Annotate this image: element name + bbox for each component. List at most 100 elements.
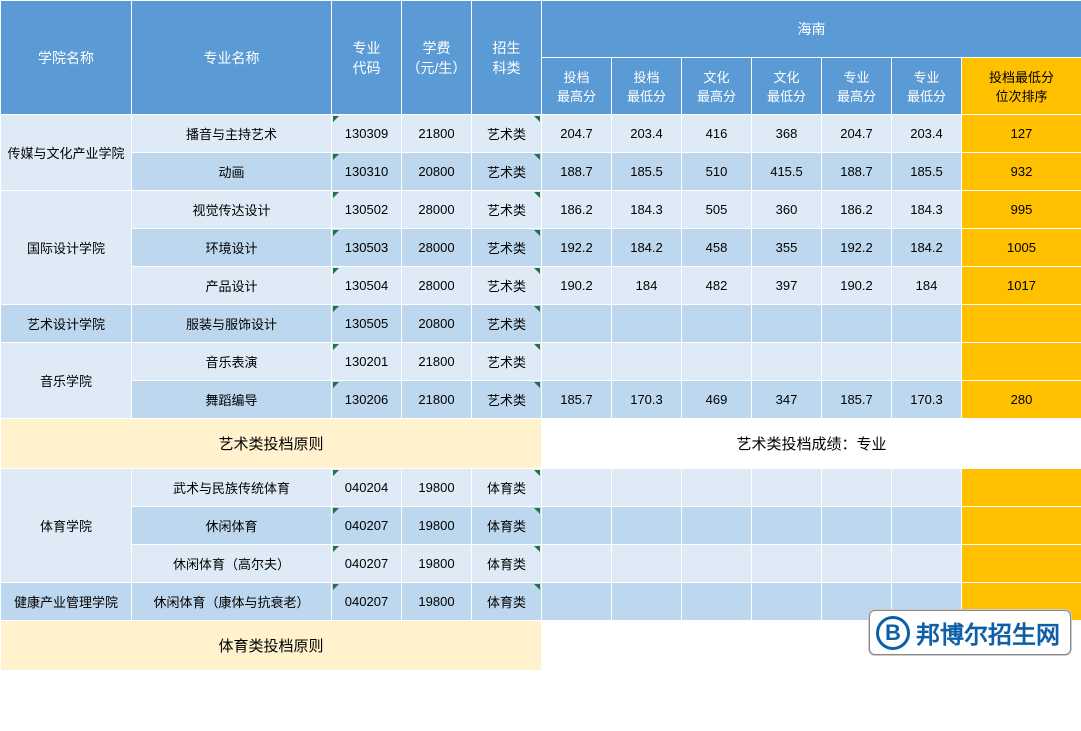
cell-tuition: 21800 xyxy=(402,115,472,153)
section-left: 体育类投档原则 xyxy=(1,621,542,671)
cell-code: 130504 xyxy=(332,267,402,305)
cell-rank: 1017 xyxy=(962,267,1081,305)
cell-code: 130505 xyxy=(332,305,402,343)
cell-tuition: 21800 xyxy=(402,381,472,419)
cell-cul-max: 510 xyxy=(682,153,752,191)
cell-code: 040207 xyxy=(332,583,402,621)
cell-cul-min xyxy=(752,343,822,381)
cell-cul-max xyxy=(682,343,752,381)
col-province-group: 海南 xyxy=(542,1,1081,58)
cell-cul-max: 458 xyxy=(682,229,752,267)
admissions-table: 学院名称 专业名称 专业代码 学费（元/生） 招生科类 海南 投档最高分 投档最… xyxy=(0,0,1081,671)
col-category: 招生科类 xyxy=(472,1,542,115)
cell-rank: 280 xyxy=(962,381,1081,419)
cell-td-max: 190.2 xyxy=(542,267,612,305)
cell-td-max xyxy=(542,469,612,507)
cell-category: 艺术类 xyxy=(472,153,542,191)
cell-pro-max xyxy=(822,343,892,381)
cell-code: 040204 xyxy=(332,469,402,507)
cell-rank xyxy=(962,469,1081,507)
cell-td-max: 188.7 xyxy=(542,153,612,191)
cell-school: 体育学院 xyxy=(1,469,132,583)
cell-td-max: 186.2 xyxy=(542,191,612,229)
cell-cul-min xyxy=(752,305,822,343)
col-code: 专业代码 xyxy=(332,1,402,115)
cell-rank: 932 xyxy=(962,153,1081,191)
cell-code: 130502 xyxy=(332,191,402,229)
cell-td-max: 192.2 xyxy=(542,229,612,267)
cell-school: 国际设计学院 xyxy=(1,191,132,305)
cell-cul-max xyxy=(682,545,752,583)
cell-pro-max: 186.2 xyxy=(822,191,892,229)
table-row: 传媒与文化产业学院播音与主持艺术13030921800艺术类204.7203.4… xyxy=(1,115,1081,153)
cell-td-max xyxy=(542,343,612,381)
cell-category: 艺术类 xyxy=(472,191,542,229)
col-rank: 投档最低分位次排序 xyxy=(962,58,1081,115)
cell-tuition: 19800 xyxy=(402,507,472,545)
col-cul-min: 文化最低分 xyxy=(752,58,822,115)
cell-code: 040207 xyxy=(332,507,402,545)
table-row: 艺术设计学院服装与服饰设计13050520800艺术类 xyxy=(1,305,1081,343)
table-body: 传媒与文化产业学院播音与主持艺术13030921800艺术类204.7203.4… xyxy=(1,115,1081,671)
cell-pro-min: 184.2 xyxy=(892,229,962,267)
table-row: 体育学院武术与民族传统体育04020419800体育类 xyxy=(1,469,1081,507)
table-row: 音乐学院音乐表演13020121800艺术类 xyxy=(1,343,1081,381)
cell-cul-min: 360 xyxy=(752,191,822,229)
cell-tuition: 20800 xyxy=(402,305,472,343)
cell-major: 服装与服饰设计 xyxy=(132,305,332,343)
watermark-text: 邦博尔招生网 xyxy=(916,615,1060,650)
cell-category: 艺术类 xyxy=(472,305,542,343)
cell-cul-min: 355 xyxy=(752,229,822,267)
cell-pro-min: 184 xyxy=(892,267,962,305)
cell-pro-max: 204.7 xyxy=(822,115,892,153)
cell-category: 艺术类 xyxy=(472,229,542,267)
cell-school: 传媒与文化产业学院 xyxy=(1,115,132,191)
cell-rank xyxy=(962,507,1081,545)
cell-cul-max: 482 xyxy=(682,267,752,305)
col-pro-min: 专业最低分 xyxy=(892,58,962,115)
cell-tuition: 19800 xyxy=(402,469,472,507)
col-td-max: 投档最高分 xyxy=(542,58,612,115)
cell-td-min: 203.4 xyxy=(612,115,682,153)
cell-major: 休闲体育（高尔夫） xyxy=(132,545,332,583)
cell-major: 视觉传达设计 xyxy=(132,191,332,229)
watermark: B 邦博尔招生网 xyxy=(869,610,1071,655)
cell-pro-min xyxy=(892,545,962,583)
cell-school: 健康产业管理学院 xyxy=(1,583,132,621)
cell-major: 环境设计 xyxy=(132,229,332,267)
cell-pro-min: 185.5 xyxy=(892,153,962,191)
cell-pro-min: 203.4 xyxy=(892,115,962,153)
cell-category: 艺术类 xyxy=(472,343,542,381)
cell-tuition: 28000 xyxy=(402,267,472,305)
cell-major: 音乐表演 xyxy=(132,343,332,381)
cell-code: 130310 xyxy=(332,153,402,191)
cell-cul-max: 469 xyxy=(682,381,752,419)
cell-cul-max xyxy=(682,305,752,343)
cell-td-min: 184 xyxy=(612,267,682,305)
cell-code: 130309 xyxy=(332,115,402,153)
cell-td-min xyxy=(612,469,682,507)
section-left: 艺术类投档原则 xyxy=(1,419,542,469)
cell-category: 艺术类 xyxy=(472,267,542,305)
table-header: 学院名称 专业名称 专业代码 学费（元/生） 招生科类 海南 投档最高分 投档最… xyxy=(1,1,1081,115)
cell-pro-min: 184.3 xyxy=(892,191,962,229)
cell-cul-max xyxy=(682,583,752,621)
cell-pro-min: 170.3 xyxy=(892,381,962,419)
cell-rank xyxy=(962,305,1081,343)
cell-tuition: 28000 xyxy=(402,229,472,267)
cell-code: 130503 xyxy=(332,229,402,267)
cell-pro-max: 185.7 xyxy=(822,381,892,419)
cell-category: 体育类 xyxy=(472,545,542,583)
cell-td-max: 185.7 xyxy=(542,381,612,419)
cell-pro-max: 190.2 xyxy=(822,267,892,305)
cell-school: 艺术设计学院 xyxy=(1,305,132,343)
cell-major: 休闲体育（康体与抗衰老） xyxy=(132,583,332,621)
cell-cul-min: 415.5 xyxy=(752,153,822,191)
cell-td-min: 184.2 xyxy=(612,229,682,267)
cell-td-min xyxy=(612,507,682,545)
cell-pro-max: 192.2 xyxy=(822,229,892,267)
cell-cul-min xyxy=(752,545,822,583)
table-row: 环境设计13050328000艺术类192.2184.2458355192.21… xyxy=(1,229,1081,267)
cell-tuition: 28000 xyxy=(402,191,472,229)
cell-cul-min xyxy=(752,469,822,507)
